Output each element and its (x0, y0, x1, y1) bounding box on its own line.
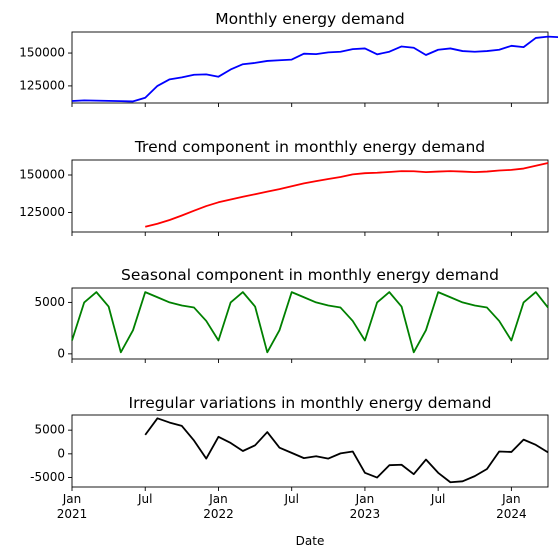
y-tick-label: 150000 (19, 46, 65, 60)
y-tick-label: -5000 (30, 470, 65, 484)
panel-title-trend: Trend component in monthly energy demand (134, 138, 485, 156)
series-line (144, 417, 549, 484)
x-tick-label: Jul (283, 492, 298, 506)
x-tick-year-label: 2023 (350, 507, 381, 521)
panel-title-demand: Monthly energy demand (215, 10, 405, 28)
panel-irregular: Irregular variations in monthly energy d… (30, 394, 549, 521)
x-tick-label: Jan (501, 492, 521, 506)
x-tick-label: Jul (137, 492, 152, 506)
axes-frame (71, 287, 549, 360)
x-tick-label: Jul (430, 492, 445, 506)
y-tick-label: 125000 (19, 205, 65, 219)
axes-frame (71, 31, 549, 104)
panel-title-seasonal: Seasonal component in monthly energy dem… (121, 266, 499, 284)
axes-frame (71, 414, 549, 488)
axes-frame (71, 159, 549, 233)
y-tick-label: 5000 (34, 295, 65, 309)
x-tick-year-label: 2021 (57, 507, 88, 521)
x-tick-year-label: 2022 (203, 507, 234, 521)
y-tick-label: 5000 (34, 423, 65, 437)
x-tick-label: Jan (62, 492, 82, 506)
panel-title-irregular: Irregular variations in monthly energy d… (129, 394, 492, 412)
y-tick-label: 150000 (19, 168, 65, 182)
panel-trend: Trend component in monthly energy demand… (19, 138, 549, 236)
series-line (145, 162, 549, 228)
panel-seasonal: Seasonal component in monthly energy dem… (34, 266, 549, 363)
y-tick-label: 125000 (19, 78, 65, 92)
panel-demand: Monthly energy demand 125000 150000 (19, 10, 558, 107)
x-tick-label: Jan (355, 492, 375, 506)
y-tick-label: 0 (57, 446, 65, 460)
x-tick-year-label: 2024 (496, 507, 527, 521)
series-line (71, 35, 558, 103)
x-tick-label: Jan (208, 492, 228, 506)
series-line (71, 291, 549, 354)
y-tick-label: 0 (57, 346, 65, 360)
x-axis-label: Date (296, 534, 325, 548)
